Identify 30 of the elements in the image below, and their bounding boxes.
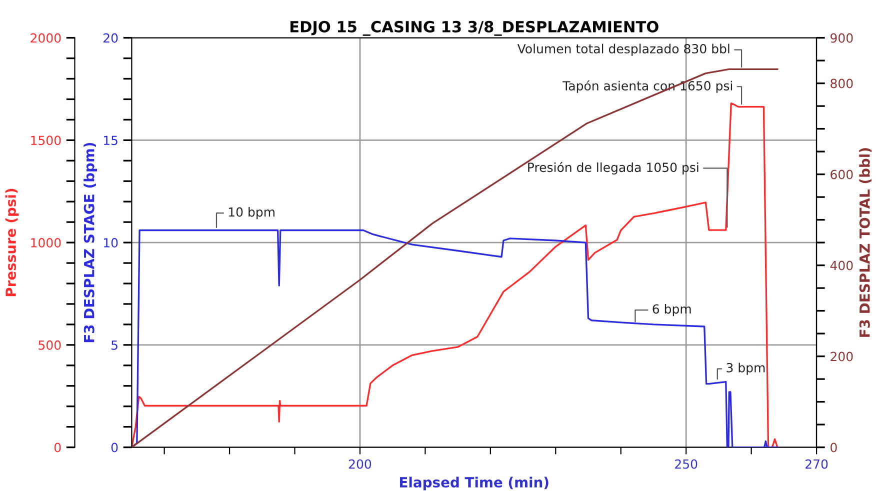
- y2-tick-label: 15: [104, 136, 118, 146]
- y2-axis-title: F3 DESPLAZ STAGE (bpm): [84, 142, 98, 342]
- y3-tick-label: 0: [830, 442, 837, 452]
- annotation: 6 bpm: [652, 304, 691, 316]
- y3-tick-label: 600: [830, 170, 853, 180]
- y3-tick-label: 800: [830, 78, 853, 88]
- chart-title: EDJO 15 _CASING 13 3/8_DESPLAZAMIENTO: [290, 20, 658, 36]
- annotation: 10 bpm: [228, 207, 274, 220]
- x-tick-label: 200: [348, 459, 372, 469]
- y3-tick-label: 900: [830, 33, 853, 43]
- annotation: 3 bpm: [726, 362, 765, 375]
- annotation: Volumen total desplazado 830 bbl: [517, 44, 730, 56]
- y-tick-label: 1000: [31, 238, 61, 248]
- y3-tick-label: 400: [830, 260, 853, 270]
- y2-tick-label: 10: [104, 238, 118, 248]
- y-tick-label: 1500: [31, 136, 61, 146]
- y-tick-label: 500: [38, 340, 61, 350]
- x-tick-label: 250: [675, 459, 698, 469]
- y-axis-title: Pressure (psi): [5, 188, 19, 296]
- x-axis-title: Elapsed Time (min): [400, 476, 548, 490]
- y-tick-label: 0: [54, 442, 61, 452]
- y2-tick-label: 5: [112, 340, 118, 350]
- y3-axis-title: F3 DESPLAZ TOTAL (bbl): [859, 148, 872, 337]
- y-tick-label: 2000: [30, 33, 61, 43]
- x-tick-label: 270: [806, 459, 828, 469]
- y3-tick-label: 200: [830, 352, 853, 362]
- line-series: [132, 229, 778, 448]
- y2-tick-label: 20: [104, 33, 118, 43]
- annotation: Presión de llegada 1050 psi: [528, 162, 698, 175]
- y2-tick-label: 0: [111, 442, 118, 452]
